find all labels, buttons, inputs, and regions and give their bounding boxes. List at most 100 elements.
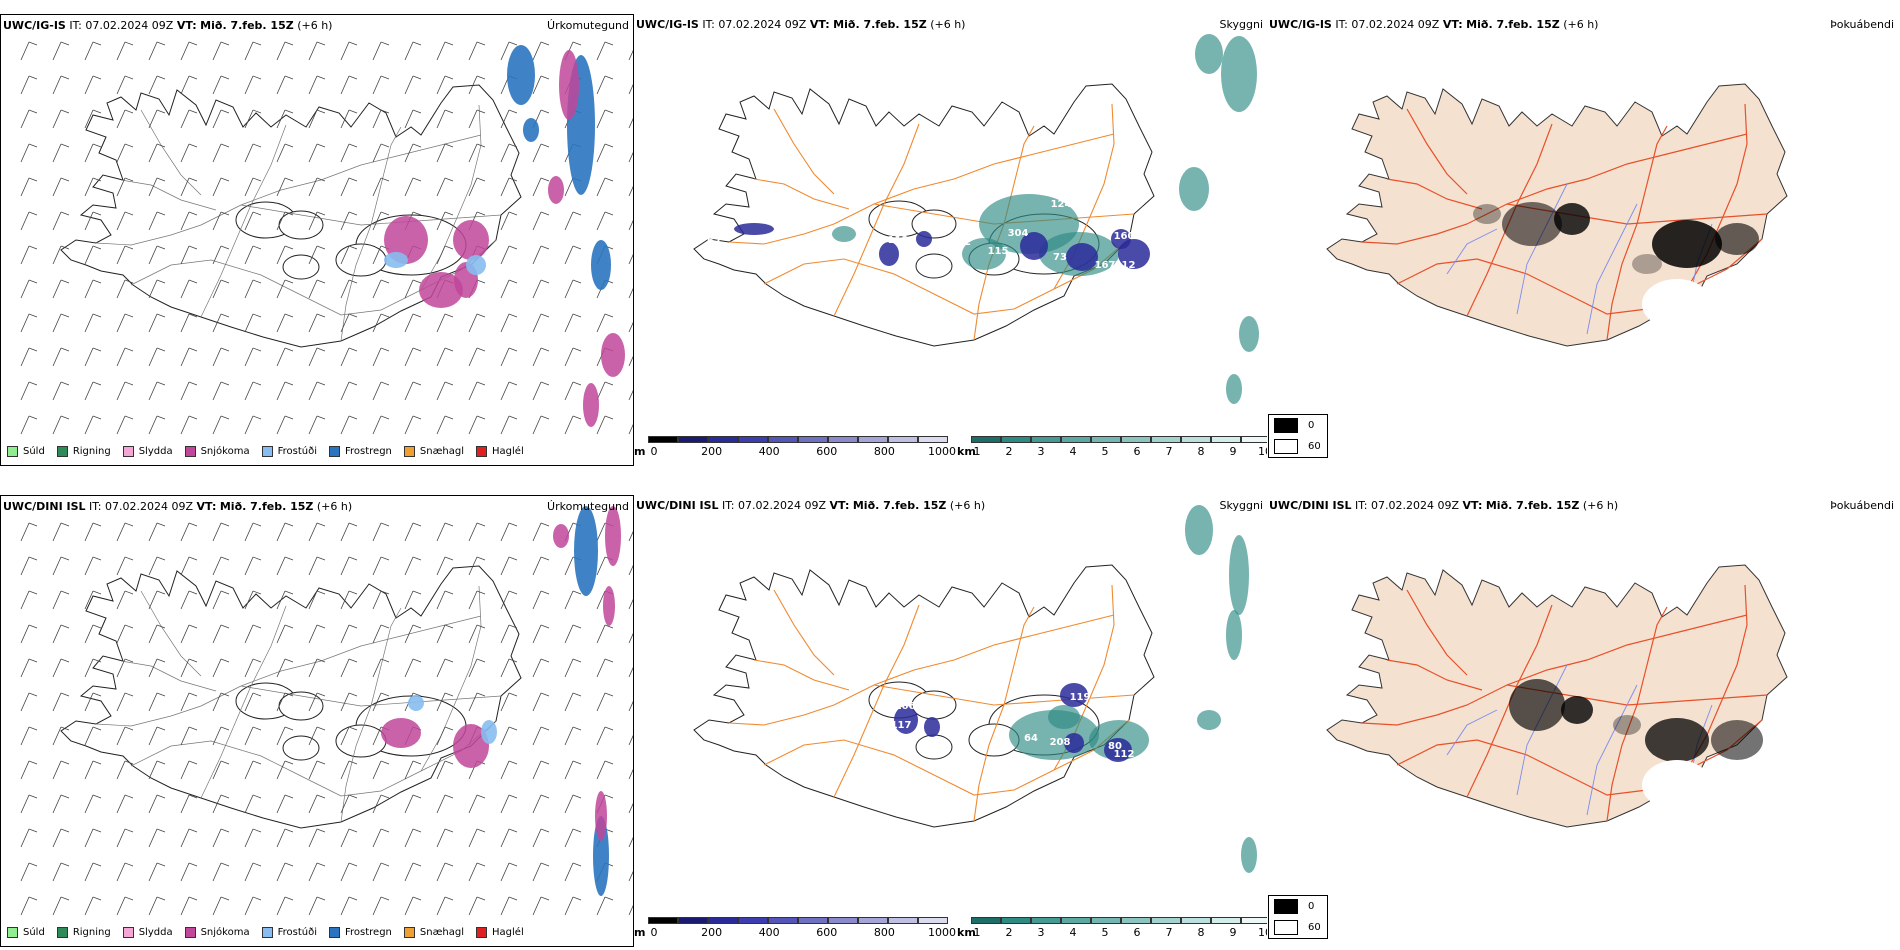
wind-barb: [212, 726, 230, 746]
wind-barb: [212, 415, 230, 435]
wind-barb: [532, 828, 550, 848]
wind-barb: [84, 313, 102, 333]
river-line: [1586, 203, 1638, 335]
wind-barb: [180, 726, 198, 746]
colorbar-segment: [1211, 917, 1241, 924]
ceiling-value-label: 113: [888, 235, 909, 246]
wind-barb: [500, 556, 518, 576]
legend-label: Snjókoma: [200, 446, 250, 457]
road-line: [1386, 659, 1483, 691]
road-line: [773, 108, 835, 195]
colorbar-tick: 800: [873, 926, 895, 939]
road-line: [420, 585, 482, 772]
wind-barb: [212, 556, 230, 576]
wind-barb: [404, 143, 422, 163]
ceiling-value-label: 112: [1115, 260, 1136, 271]
road-line: [95, 134, 482, 246]
legend-label: Snæhagl: [419, 446, 465, 457]
low-ceiling-area: [1066, 243, 1098, 271]
wind-barb: [628, 599, 633, 610]
road-line: [1396, 719, 1763, 796]
wind-barb: [308, 522, 326, 542]
wind-barb: [116, 828, 134, 848]
wind-barb: [500, 726, 518, 746]
wind-barb: [84, 177, 102, 197]
wind-barb: [84, 624, 102, 644]
wind-barb: [372, 624, 390, 644]
wind-barb: [212, 590, 230, 610]
wind-barb: [308, 590, 326, 610]
wind-barb: [596, 760, 614, 780]
wind-barb: [500, 862, 518, 882]
wind-barb: [276, 760, 294, 780]
wind-barb: [372, 415, 390, 435]
wind-barb: [276, 522, 294, 542]
wind-barb: [628, 322, 633, 333]
wind-barb: [52, 726, 70, 746]
colorbar-tick: 8: [1197, 926, 1205, 939]
frostregn-area: [507, 45, 535, 105]
wind-barb: [276, 245, 294, 265]
wind-barb: [372, 760, 390, 780]
colorbar-segment: [1031, 917, 1061, 924]
wind-barb: [244, 692, 262, 712]
wind-barb: [244, 896, 262, 916]
wind-barb: [52, 590, 70, 610]
wind-barb: [180, 211, 198, 231]
wind-barb: [500, 590, 518, 610]
ceiling-value-label: 119: [1070, 692, 1091, 703]
colorbar-segment: [768, 436, 798, 443]
wind-barb: [436, 415, 454, 435]
wind-barb: [20, 590, 38, 610]
wind-barb: [564, 658, 582, 678]
wind-barb: [20, 862, 38, 882]
ceiling-panel-2: UWC/DINI ISL IT: 07.02.2024 09Z VT: Mið.…: [634, 495, 1267, 947]
road-line: [140, 109, 202, 196]
wind-barb: [436, 347, 454, 367]
wind-barb: [308, 896, 326, 916]
wind-barb: [500, 828, 518, 848]
colorbar-segment: [1061, 436, 1091, 443]
panel-title: Úrkomutegund: [547, 500, 629, 513]
wind-barb: [468, 75, 486, 95]
wind-barb: [372, 347, 390, 367]
wind-barb: [52, 760, 70, 780]
colorbar-segment: [971, 917, 1001, 924]
colorbar-tick: 1000: [928, 445, 956, 458]
wind-barb: [436, 590, 454, 610]
wind-barb: [436, 211, 454, 231]
wind-barb: [244, 624, 262, 644]
colorbar-segment: [1151, 917, 1181, 924]
colorbar-segment: [971, 436, 1001, 443]
legend-item: Snjókoma: [184, 446, 250, 457]
wind-barb: [596, 658, 614, 678]
wind-barb: [500, 381, 518, 401]
wind-barb: [276, 794, 294, 814]
wind-barb: [436, 692, 454, 712]
wind-barb: [404, 760, 422, 780]
low-visibility-area: [1185, 505, 1213, 555]
wind-barb: [372, 522, 390, 542]
wind-barb: [628, 50, 633, 61]
wind-barb: [468, 590, 486, 610]
colorbar-tick: 6: [1133, 445, 1141, 458]
wind-barb: [276, 415, 294, 435]
ceiling-value-label: 62: [707, 236, 721, 247]
precip-legend: Súld Rigning Slydda Snjókoma Frostúði Frostre…: [7, 927, 524, 938]
wind-barb: [20, 177, 38, 197]
legend-label: Haglél: [492, 927, 524, 938]
wind-barb: [180, 347, 198, 367]
wind-barb: [212, 862, 230, 882]
fog-index-area: [1473, 204, 1501, 224]
wind-barb: [276, 177, 294, 197]
wind-barb: [244, 75, 262, 95]
wind-barb: [212, 347, 230, 367]
wind-barb: [20, 658, 38, 678]
wind-barb: [84, 41, 102, 61]
wind-barb: [244, 381, 262, 401]
wind-barb: [628, 424, 633, 435]
ceiling-value-label: 304: [1008, 228, 1029, 239]
road-line: [728, 133, 1115, 245]
colorbar-segment: [738, 917, 768, 924]
wind-barb: [276, 109, 294, 129]
